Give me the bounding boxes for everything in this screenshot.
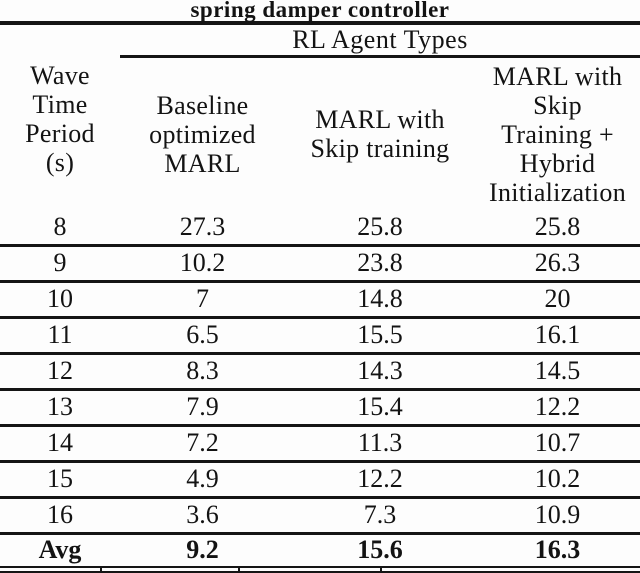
cell-value: 11.3 <box>285 425 475 463</box>
cell-value: 7.9 <box>120 389 285 427</box>
avg-label: Avg <box>0 533 120 568</box>
cell-value: 25.8 <box>285 210 475 247</box>
table-row: 9 10.2 23.8 26.3 <box>0 245 640 283</box>
results-table: RL Agent Types Wave Time Period (s) Base… <box>0 25 640 568</box>
group-header-row: RL Agent Types <box>0 25 640 58</box>
column-border-tick <box>380 567 382 571</box>
cell-value: 4.9 <box>120 461 285 499</box>
cell-period: 12 <box>0 353 120 391</box>
title-rule <box>0 21 640 25</box>
cell-value: 7.3 <box>285 497 475 535</box>
cell-value: 10.2 <box>120 245 285 283</box>
group-header-spacer <box>0 25 120 57</box>
cell-period: 11 <box>0 317 120 355</box>
avg-value: 16.3 <box>475 533 640 568</box>
cell-period: 10 <box>0 281 120 319</box>
column-header-row: Wave Time Period (s) Baseline optimized … <box>0 57 640 211</box>
cell-value: 12.2 <box>475 389 640 427</box>
col-header-marl-skip-training: MARL with Skip training <box>310 105 450 164</box>
cell-value: 27.3 <box>120 210 285 247</box>
cell-value: 15.4 <box>285 389 475 427</box>
table-row: 16 3.6 7.3 10.9 <box>0 497 640 535</box>
cell-value: 26.3 <box>475 245 640 283</box>
table-row: 13 7.9 15.4 12.2 <box>0 389 640 427</box>
cell-period: 13 <box>0 389 120 427</box>
cell-value: 14.8 <box>285 281 475 319</box>
group-header-rl-agent-types: RL Agent Types <box>120 25 640 58</box>
cell-value: 23.8 <box>285 245 475 283</box>
column-border-tick <box>238 567 240 571</box>
cell-value: 15.5 <box>285 317 475 355</box>
table-row: 10 7 14.8 20 <box>0 281 640 319</box>
cell-value: 10.2 <box>475 461 640 499</box>
column-border-tick <box>100 567 102 571</box>
cell-value: 14.5 <box>475 353 640 391</box>
cell-period: 14 <box>0 425 120 463</box>
avg-row: Avg 9.2 15.6 16.3 <box>0 533 640 568</box>
cell-period: 16 <box>0 497 120 535</box>
cell-value: 14.3 <box>285 353 475 391</box>
avg-value: 15.6 <box>285 533 475 568</box>
cell-value: 8.3 <box>120 353 285 391</box>
cell-value: 25.8 <box>475 210 640 247</box>
bottom-rule <box>0 570 640 573</box>
col-header-marl-skip-hybrid-init: MARL with Skip Training + Hybrid Initial… <box>488 61 627 207</box>
cell-value: 10.9 <box>475 497 640 535</box>
cell-value: 10.7 <box>475 425 640 463</box>
table-title: spring damper controller <box>190 0 450 22</box>
col-header-wave-time-period: Wave Time Period (s) <box>25 60 95 177</box>
bottom-rule-gap <box>0 567 640 571</box>
table-row: 15 4.9 12.2 10.2 <box>0 461 640 499</box>
cell-value: 7.2 <box>120 425 285 463</box>
cell-value: 20 <box>475 281 640 319</box>
table-row: 12 8.3 14.3 14.5 <box>0 353 640 391</box>
table-row: 8 27.3 25.8 25.8 <box>0 210 640 247</box>
cell-value: 12.2 <box>285 461 475 499</box>
cell-value: 7 <box>120 281 285 319</box>
cell-period: 8 <box>0 210 120 247</box>
cell-value: 6.5 <box>120 317 285 355</box>
cell-value: 3.6 <box>120 497 285 535</box>
avg-value: 9.2 <box>120 533 285 568</box>
table-row: 11 6.5 15.5 16.1 <box>0 317 640 355</box>
table-row: 14 7.2 11.3 10.7 <box>0 425 640 463</box>
cell-period: 9 <box>0 245 120 283</box>
cell-period: 15 <box>0 461 120 499</box>
cell-value: 16.1 <box>475 317 640 355</box>
col-header-baseline-optimized-marl: Baseline optimized MARL <box>149 90 256 178</box>
